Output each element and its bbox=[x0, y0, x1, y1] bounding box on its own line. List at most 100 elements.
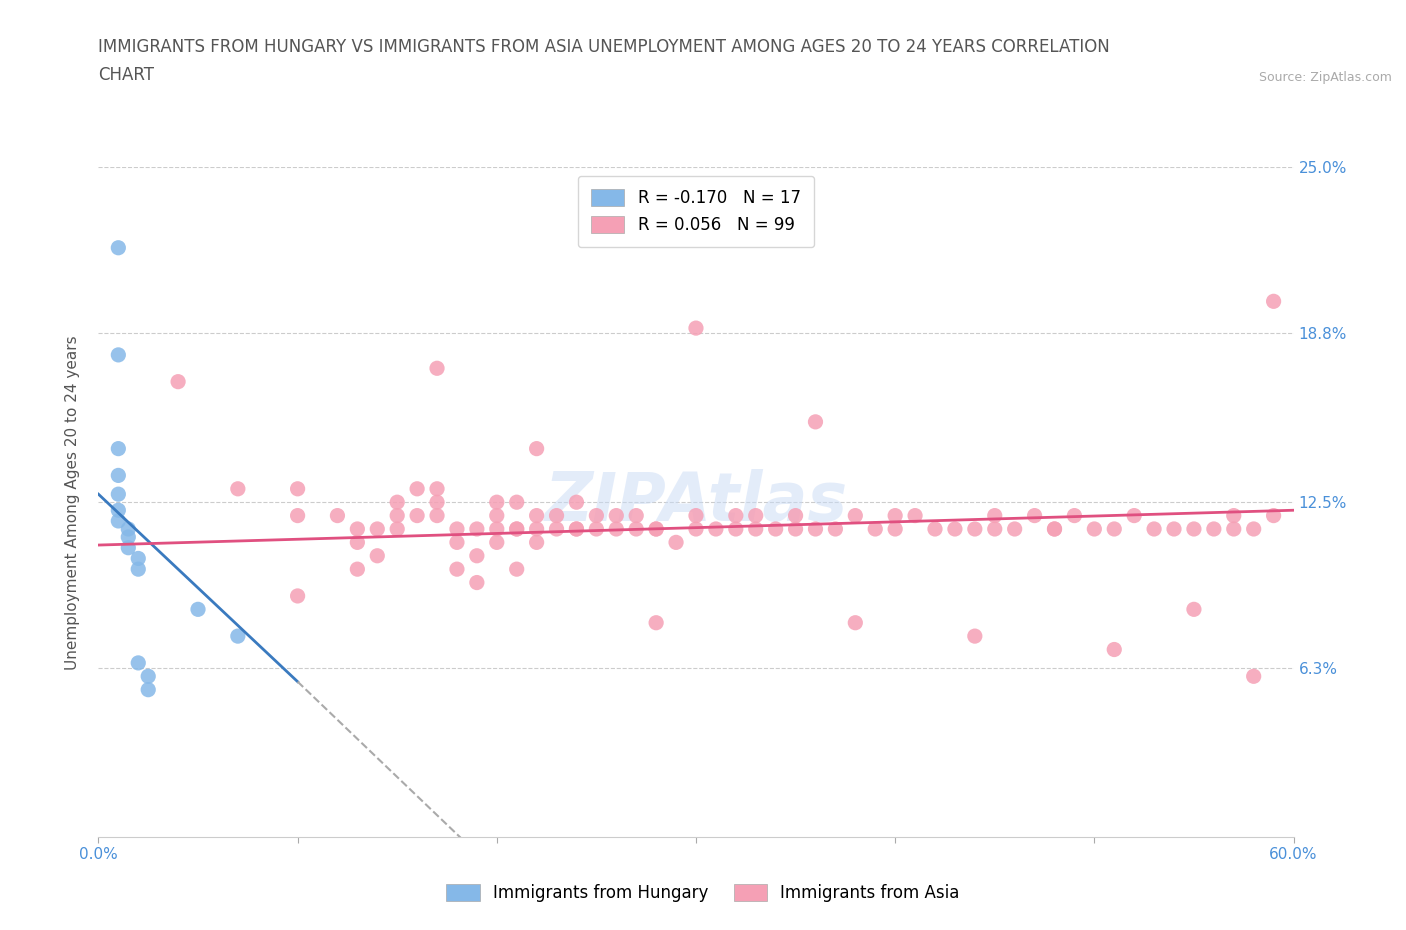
Point bbox=[426, 495, 449, 510]
Point bbox=[745, 508, 768, 523]
Point bbox=[1222, 508, 1246, 523]
Point bbox=[565, 495, 588, 510]
Point bbox=[645, 522, 668, 537]
Point bbox=[984, 508, 1007, 523]
Point bbox=[824, 522, 846, 537]
Point bbox=[685, 321, 707, 336]
Point bbox=[645, 522, 668, 537]
Point bbox=[485, 495, 508, 510]
Point bbox=[724, 508, 747, 523]
Point bbox=[1102, 522, 1125, 537]
Point bbox=[107, 513, 129, 528]
Point bbox=[685, 522, 707, 537]
Point bbox=[117, 540, 139, 555]
Point bbox=[326, 508, 349, 523]
Point bbox=[884, 508, 907, 523]
Point bbox=[465, 575, 488, 590]
Point bbox=[107, 441, 129, 456]
Point bbox=[605, 522, 627, 537]
Point bbox=[1024, 508, 1046, 523]
Point bbox=[1123, 508, 1146, 523]
Point bbox=[346, 522, 368, 537]
Point bbox=[785, 508, 807, 523]
Point bbox=[1102, 642, 1125, 657]
Point bbox=[226, 629, 249, 644]
Point bbox=[1202, 522, 1225, 537]
Point bbox=[117, 529, 139, 544]
Point bbox=[485, 535, 508, 550]
Point bbox=[605, 508, 627, 523]
Text: CHART: CHART bbox=[98, 66, 155, 84]
Point bbox=[485, 522, 508, 537]
Point bbox=[785, 522, 807, 537]
Point bbox=[107, 468, 129, 483]
Point bbox=[426, 482, 449, 497]
Point bbox=[127, 551, 149, 565]
Point bbox=[107, 486, 129, 501]
Text: ZIPAtlas: ZIPAtlas bbox=[544, 470, 848, 535]
Point bbox=[1004, 522, 1026, 537]
Point bbox=[346, 562, 368, 577]
Point bbox=[406, 482, 429, 497]
Point bbox=[446, 535, 468, 550]
Point bbox=[844, 616, 866, 631]
Point bbox=[704, 522, 727, 537]
Point bbox=[127, 656, 149, 671]
Point bbox=[117, 522, 139, 537]
Point bbox=[426, 508, 449, 523]
Point bbox=[167, 374, 190, 389]
Point bbox=[884, 522, 907, 537]
Point bbox=[804, 522, 827, 537]
Point bbox=[626, 522, 648, 537]
Point bbox=[526, 508, 548, 523]
Point bbox=[506, 522, 529, 537]
Point bbox=[526, 522, 548, 537]
Point bbox=[446, 522, 468, 537]
Point bbox=[1143, 522, 1166, 537]
Point bbox=[804, 415, 827, 430]
Point bbox=[984, 522, 1007, 537]
Point bbox=[685, 508, 707, 523]
Point bbox=[506, 495, 529, 510]
Point bbox=[136, 683, 159, 698]
Point bbox=[1163, 522, 1185, 537]
Point bbox=[107, 240, 129, 255]
Text: IMMIGRANTS FROM HUNGARY VS IMMIGRANTS FROM ASIA UNEMPLOYMENT AMONG AGES 20 TO 24: IMMIGRANTS FROM HUNGARY VS IMMIGRANTS FR… bbox=[98, 38, 1111, 56]
Point bbox=[1182, 522, 1205, 537]
Point bbox=[406, 508, 429, 523]
Point bbox=[1043, 522, 1066, 537]
Point bbox=[446, 562, 468, 577]
Point bbox=[485, 508, 508, 523]
Point bbox=[904, 508, 927, 523]
Point bbox=[1182, 602, 1205, 617]
Point bbox=[1043, 522, 1066, 537]
Point bbox=[1243, 522, 1265, 537]
Point bbox=[107, 348, 129, 363]
Point bbox=[526, 441, 548, 456]
Point bbox=[287, 482, 309, 497]
Point bbox=[426, 361, 449, 376]
Point bbox=[226, 482, 249, 497]
Point bbox=[863, 522, 887, 537]
Point bbox=[585, 508, 607, 523]
Point bbox=[385, 522, 409, 537]
Point bbox=[546, 522, 568, 537]
Point bbox=[127, 562, 149, 577]
Point bbox=[107, 503, 129, 518]
Point bbox=[765, 522, 787, 537]
Point bbox=[943, 522, 966, 537]
Point bbox=[1222, 522, 1246, 537]
Point bbox=[1063, 508, 1085, 523]
Point bbox=[1243, 669, 1265, 684]
Point bbox=[287, 589, 309, 604]
Point bbox=[465, 549, 488, 564]
Point bbox=[1083, 522, 1105, 537]
Point bbox=[526, 535, 548, 550]
Point bbox=[626, 508, 648, 523]
Point bbox=[506, 522, 529, 537]
Point bbox=[287, 508, 309, 523]
Point bbox=[645, 616, 668, 631]
Point bbox=[963, 522, 986, 537]
Point bbox=[136, 669, 159, 684]
Text: Source: ZipAtlas.com: Source: ZipAtlas.com bbox=[1258, 71, 1392, 84]
